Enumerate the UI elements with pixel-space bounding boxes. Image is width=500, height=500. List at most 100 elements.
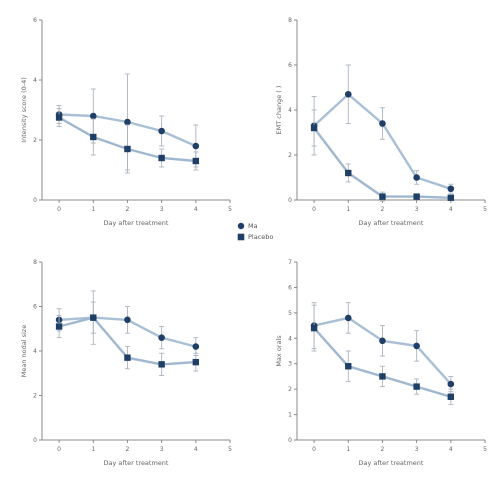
y-tick-label: 4 (33, 348, 37, 355)
x-axis-label: Day after treatment (104, 219, 169, 227)
y-tick-label: 6 (33, 17, 37, 24)
series-ma (55, 290, 200, 356)
data-point (90, 133, 97, 141)
data-point (158, 361, 165, 368)
y-tick-label: 6 (288, 284, 292, 291)
y-tick-label: 4 (33, 77, 37, 84)
data-point (124, 145, 131, 153)
y-axis-label: Mean nodal size (20, 325, 28, 377)
legend-label: Placebo (248, 233, 273, 241)
y-axis-label: Intensity score (0-4) (20, 77, 28, 143)
y-tick-label: 7 (288, 259, 292, 266)
data-point (379, 193, 386, 200)
y-tick-label: 8 (33, 259, 37, 266)
x-tick-label: 4 (194, 446, 198, 453)
data-point (447, 393, 455, 400)
x-tick-label: 5 (228, 446, 232, 453)
chart-panel-bottom-right: 0 1 2 3 4 5 6 7 0 1 2 3 4 5 Day after treatment Max ora… (275, 259, 487, 467)
x-tick-label: 3 (160, 206, 164, 213)
y-tick-label: 0 (33, 437, 37, 444)
data-point (192, 343, 200, 350)
y-tick-label: 8 (288, 17, 292, 24)
y-tick-label: 4 (288, 335, 292, 342)
x-tick-label: 2 (126, 206, 130, 213)
data-point (447, 185, 455, 193)
chart-panel-top-right: 0 2 4 6 8 0 1 2 3 4 5 Day after treatment EMT change… (275, 17, 487, 227)
data-point (447, 380, 455, 388)
x-tick-label: 3 (415, 206, 419, 213)
data-point (413, 174, 420, 181)
x-tick-label: 4 (449, 446, 453, 453)
data-point (192, 157, 200, 165)
chart-panels: 0 2 4 6 0 1 2 3 4 5 Day after treatment Intensity s… (20, 17, 487, 467)
data-point (344, 314, 352, 322)
series-ma (310, 64, 455, 194)
data-point (379, 373, 386, 380)
x-tick-label: 0 (57, 446, 61, 453)
data-point (124, 316, 131, 324)
y-tick-label: 5 (288, 310, 292, 317)
y-tick-label: 3 (288, 361, 292, 368)
data-point (192, 142, 200, 150)
x-tick-label: 2 (381, 446, 385, 453)
legend-entry-placebo: Placebo (237, 233, 273, 241)
x-tick-label: 1 (346, 446, 350, 453)
data-point (55, 323, 63, 330)
y-tick-label: 0 (288, 197, 292, 204)
series-placebo (55, 108, 200, 174)
x-tick-label: 4 (194, 206, 198, 213)
series-placebo (310, 304, 455, 405)
series-ma (310, 302, 455, 393)
data-point (124, 354, 131, 361)
y-tick-label: 6 (288, 62, 292, 69)
data-point (90, 314, 97, 321)
series-placebo (55, 301, 200, 376)
legend-marker-square (237, 233, 245, 241)
y-axis-label: EMT change ( ) (275, 86, 283, 135)
series-placebo (310, 109, 455, 202)
x-tick-label: 1 (91, 446, 95, 453)
chart-panel-bottom-left: 0 2 4 6 8 0 1 2 3 4 5 Day after treatment Mean nodal… (20, 259, 232, 467)
data-point (310, 324, 318, 332)
y-axis-label: Max orals (275, 335, 283, 367)
data-point (55, 114, 63, 121)
x-tick-label: 5 (483, 446, 487, 453)
x-tick-label: 4 (449, 206, 453, 213)
x-tick-label: 2 (381, 206, 385, 213)
y-tick-label: 2 (33, 137, 37, 144)
y-tick-label: 2 (33, 393, 37, 400)
y-tick-label: 0 (288, 437, 292, 444)
data-point (344, 90, 352, 98)
y-tick-label: 0 (33, 197, 37, 204)
x-tick-label: 1 (346, 206, 350, 213)
y-tick-label: 1 (288, 412, 292, 419)
data-point (413, 193, 420, 200)
y-tick-label: 6 (33, 304, 37, 311)
y-tick-label: 4 (288, 107, 292, 114)
x-tick-label: 0 (312, 446, 316, 453)
data-point (447, 194, 455, 201)
x-axis-label: Day after treatment (359, 459, 424, 467)
legend-label: Ma (248, 222, 258, 230)
y-tick-label: 2 (288, 386, 292, 393)
data-point (345, 169, 352, 177)
x-tick-label: 3 (160, 446, 164, 453)
x-axis-label: Day after treatment (359, 219, 424, 227)
data-point (192, 358, 200, 366)
data-point (379, 337, 386, 345)
data-point (310, 124, 318, 132)
legend-entry-ma: Ma (237, 222, 258, 230)
x-tick-label: 5 (483, 206, 487, 213)
x-tick-label: 0 (312, 206, 316, 213)
x-tick-label: 1 (91, 206, 95, 213)
legend-marker-circle (237, 222, 245, 230)
data-point (158, 334, 165, 341)
x-tick-label: 2 (126, 446, 130, 453)
data-point (413, 383, 420, 390)
y-tick-label: 2 (288, 152, 292, 159)
data-point (379, 120, 386, 127)
x-tick-label: 3 (415, 446, 419, 453)
x-tick-label: 5 (228, 206, 232, 213)
x-tick-label: 0 (57, 206, 61, 213)
